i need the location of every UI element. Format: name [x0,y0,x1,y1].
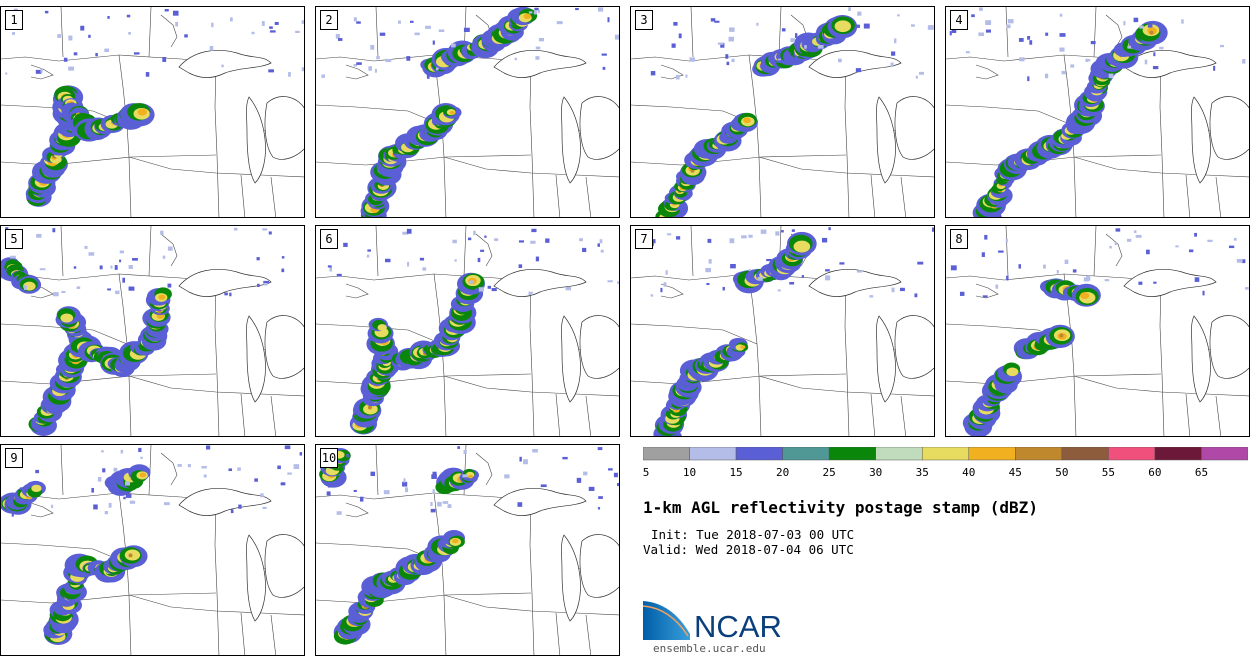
colorbar-bin [1108,447,1156,461]
colorbar-tick-label: 5 [643,466,649,479]
colorbar-bin [735,447,783,461]
colorbar-tick-label: 25 [823,466,836,479]
postage-stamp-panel-9: 9 [0,444,305,656]
reflectivity-map [316,7,619,217]
colorbar-bin [1201,447,1248,461]
panel-label: 1 [5,10,23,30]
colorbar-bin [921,447,970,461]
colorbar-tick-label: 45 [1009,466,1022,479]
colorbar-tick-label: 50 [1055,466,1068,479]
reflectivity-map [631,226,934,436]
colorbar-bin [782,447,830,461]
colorbar-bin [875,447,923,461]
postage-stamp-panel-8: 8 [945,225,1250,437]
chart-title: 1-km AGL reflectivity postage stamp (dBZ… [643,498,1038,517]
ncar-logo-text: NCAR [694,609,782,642]
colorbar-tick-label: 60 [1148,466,1161,479]
colorbar-bin [1015,447,1063,461]
panel-label: 5 [5,229,23,249]
colorbar-tick-label: 65 [1195,466,1208,479]
colorbar-tick-label: 40 [962,466,975,479]
colorbar-tick-label: 10 [683,466,696,479]
colorbar: 5 10 15 20 25 30 35 40 45 50 55 60 65 [643,447,1248,479]
postage-stamp-panel-1: 1 [0,6,305,218]
postage-stamp-panel-3: 3 [630,6,935,218]
colorbar-bin [828,447,876,461]
reflectivity-map [1,7,304,217]
reflectivity-map [316,226,619,436]
postage-stamp-panel-6: 6 [315,225,620,437]
colorbar-bin [1061,447,1109,461]
colorbar-tick-label: 55 [1102,466,1115,479]
panel-label: 3 [635,10,653,30]
panel-label: 9 [5,448,23,468]
reflectivity-map [631,7,934,217]
reflectivity-map [316,445,619,655]
postage-stamp-panel-10: 10 [315,444,620,656]
reflectivity-map [946,7,1249,217]
postage-stamp-panel-7: 7 [630,225,935,437]
reflectivity-map [946,226,1249,436]
colorbar-bin [968,447,1016,461]
panel-label: 7 [635,229,653,249]
panel-label: 2 [320,10,338,30]
colorbar-tick-label: 15 [729,466,742,479]
colorbar-tick-label: 20 [776,466,789,479]
colorbar-tick-label: 35 [916,466,929,479]
panel-label: 10 [320,448,338,468]
panel-label: 6 [320,229,338,249]
postage-stamp-panel-4: 4 [945,6,1250,218]
panel-label: 4 [950,10,968,30]
ncar-logo: NCAR [642,601,782,642]
valid-time: Valid: Wed 2018-07-04 06 UTC [643,542,854,557]
colorbar-bin [1154,447,1202,461]
colorbar-bin [643,447,690,461]
panel-label: 8 [950,229,968,249]
postage-stamp-panel-2: 2 [315,6,620,218]
reflectivity-map [1,445,304,655]
ncar-logo-mark-icon [643,601,690,640]
postage-stamp-panel-5: 5 [0,225,305,437]
colorbar-bin [689,447,737,461]
reflectivity-map [1,226,304,436]
init-time: Init: Tue 2018-07-03 00 UTC [651,527,855,542]
website-url: ensemble.ucar.edu [653,642,766,655]
colorbar-tick-label: 30 [869,466,882,479]
